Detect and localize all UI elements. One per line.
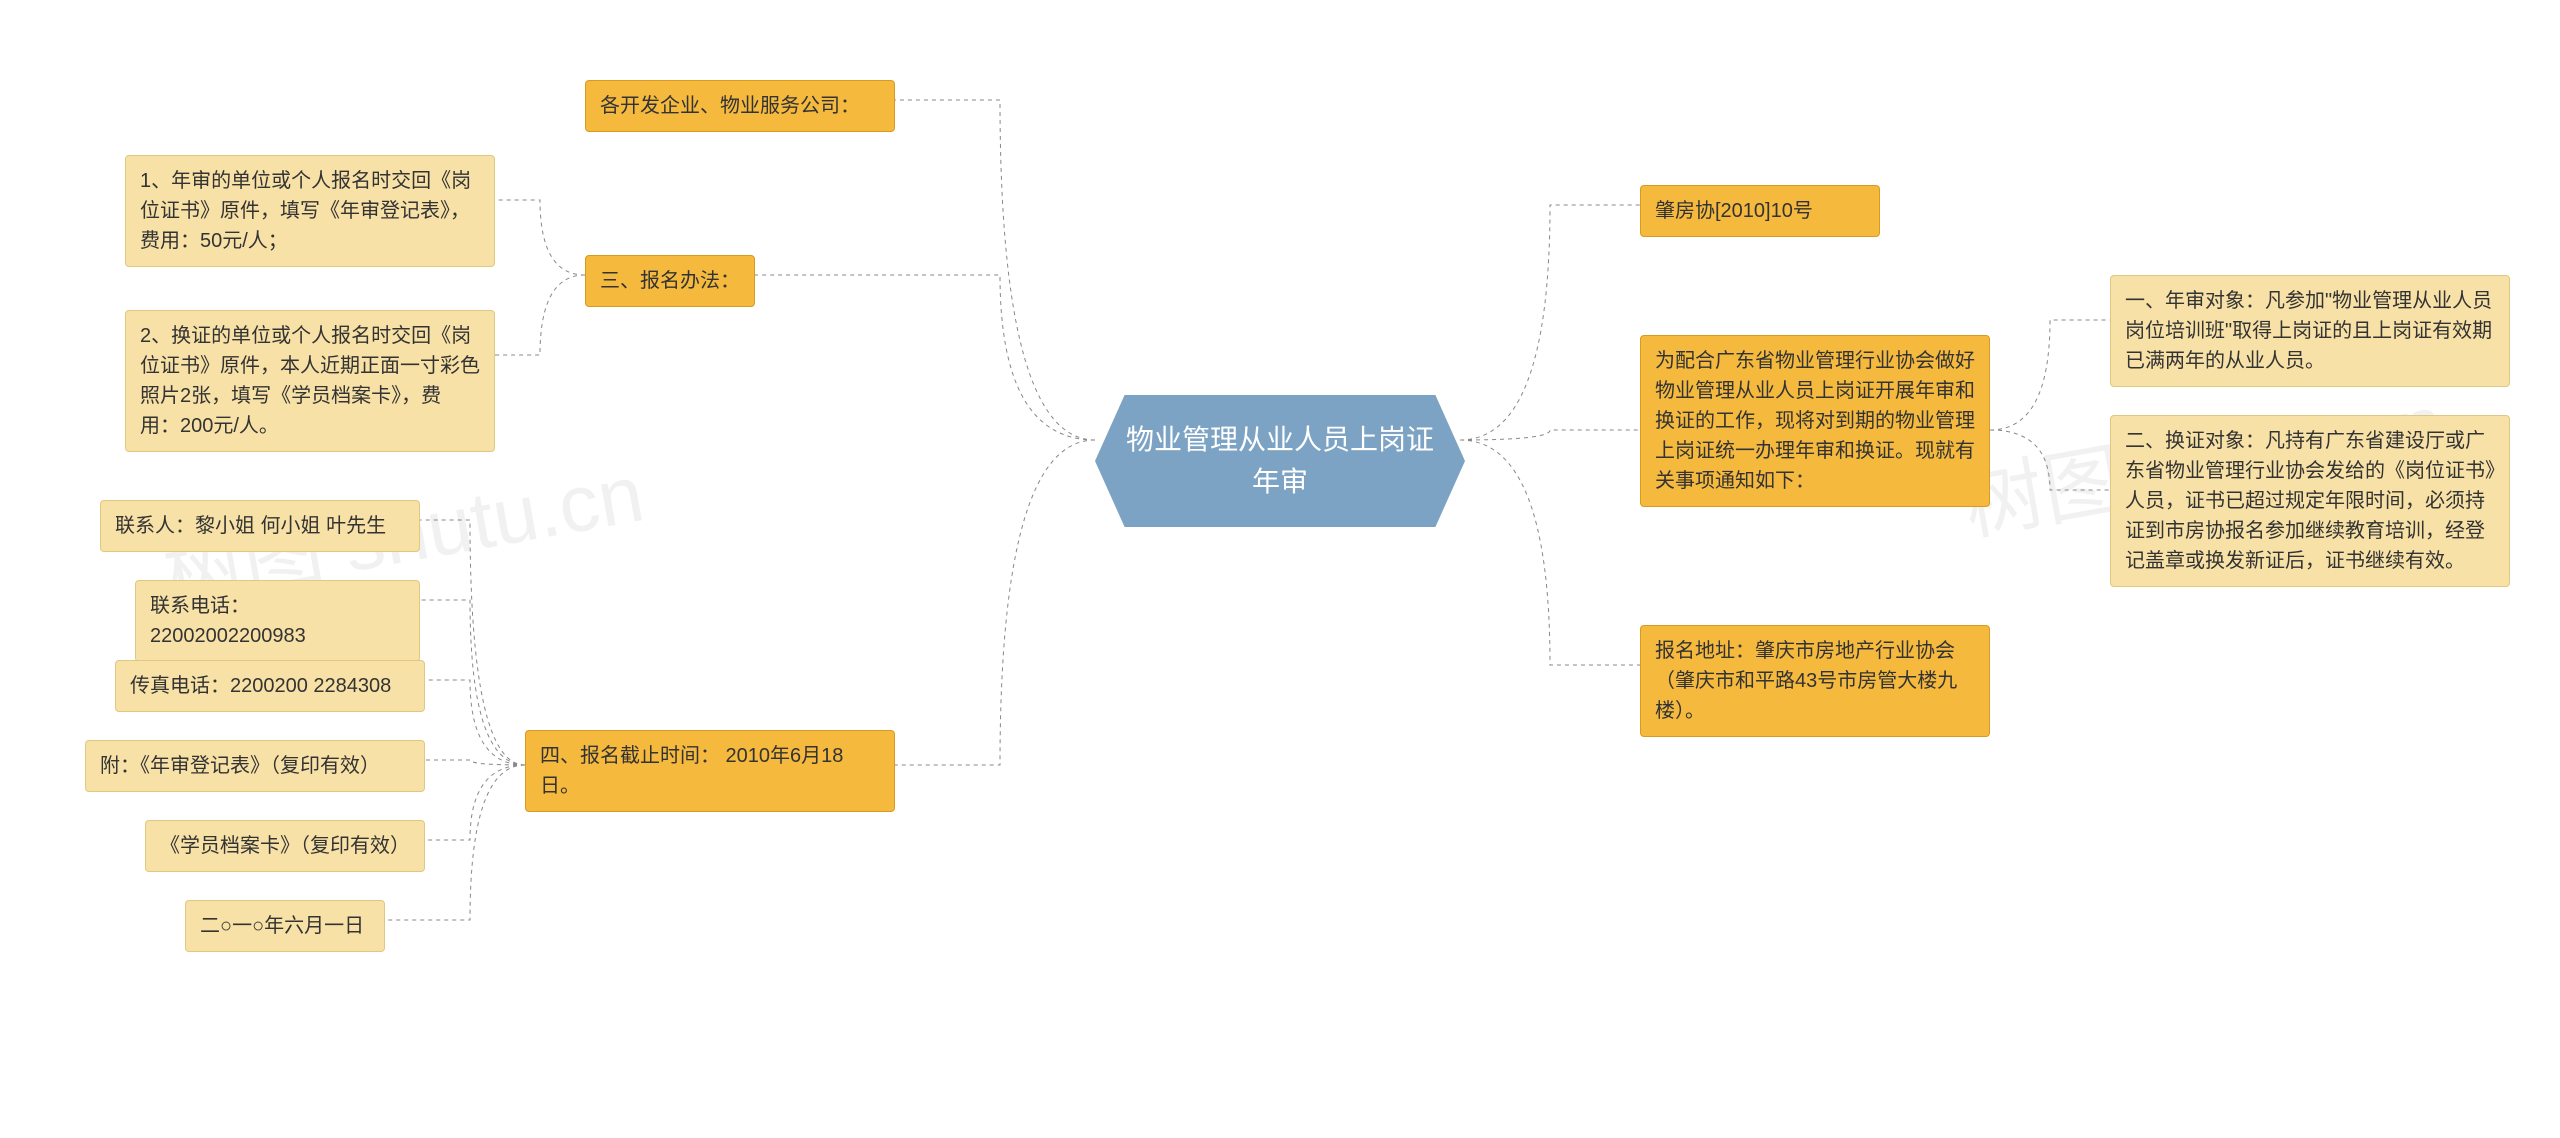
right-branch-docnum: 肇房协[2010]10号	[1640, 185, 1880, 237]
right-leaf-1: 一、年审对象：凡参加"物业管理从业人员岗位培训班"取得上岗证的且上岗证有效期已满…	[2110, 275, 2510, 387]
center-node: 物业管理从业人员上岗证年审	[1095, 395, 1465, 527]
left-branch-section4: 四、报名截止时间： 2010年6月18日。	[525, 730, 895, 812]
left-leaf-s3-2: 2、换证的单位或个人报名时交回《岗位证书》原件，本人近期正面一寸彩色照片2张，填…	[125, 310, 495, 452]
right-branch-intro: 为配合广东省物业管理行业协会做好物业管理从业人员上岗证开展年审和换证的工作，现将…	[1640, 335, 1990, 507]
left-leaf-date: 二○一○年六月一日	[185, 900, 385, 952]
left-leaf-attach2: 《学员档案卡》（复印有效）	[145, 820, 425, 872]
left-leaf-s3-1: 1、年审的单位或个人报名时交回《岗位证书》原件，填写《年审登记表》，费用：50元…	[125, 155, 495, 267]
right-leaf-2: 二、换证对象：凡持有广东省建设厅或广东省物业管理行业协会发给的《岗位证书》人员，…	[2110, 415, 2510, 587]
left-leaf-attach1: 附：《年审登记表》（复印有效）	[85, 740, 425, 792]
left-leaf-phone: 联系电话：22002002200983	[135, 580, 420, 662]
left-branch-section3: 三、报名办法：	[585, 255, 755, 307]
right-branch-address: 报名地址：肇庆市房地产行业协会（肇庆市和平路43号市房管大楼九楼）。	[1640, 625, 1990, 737]
left-leaf-contact: 联系人：黎小姐 何小姐 叶先生	[100, 500, 420, 552]
left-branch-companies: 各开发企业、物业服务公司：	[585, 80, 895, 132]
left-leaf-fax: 传真电话：2200200 2284308	[115, 660, 425, 712]
